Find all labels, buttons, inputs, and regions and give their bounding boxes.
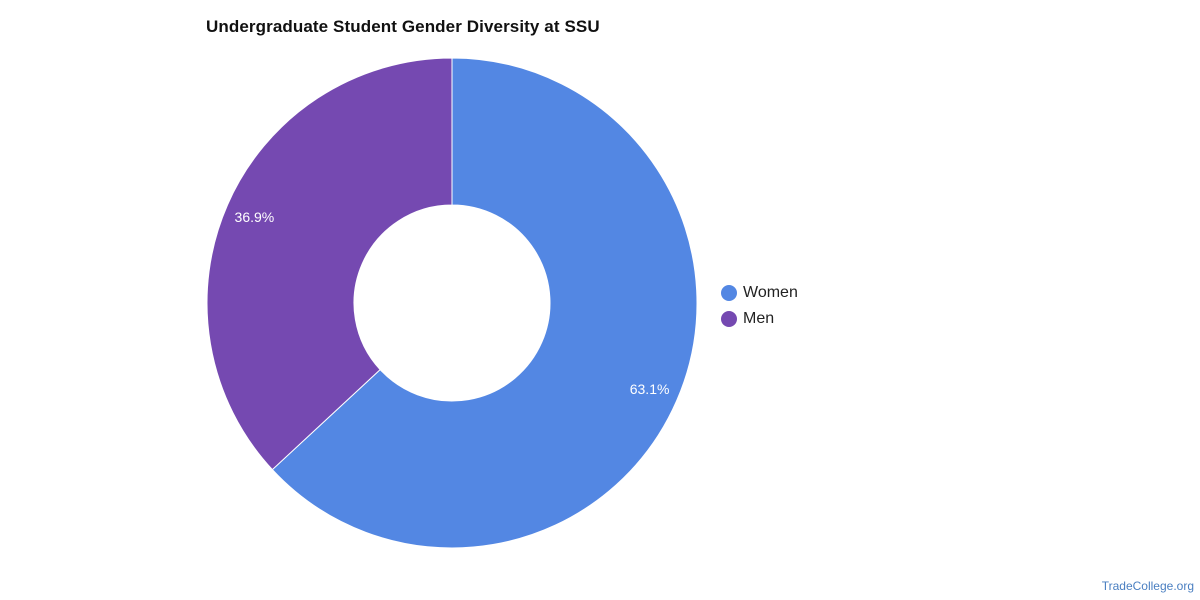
legend-swatch-women [721,285,737,301]
slices-group [206,57,698,549]
slice-label-women: 63.1% [630,381,670,397]
legend-label-men: Men [743,310,775,327]
legend-swatch-men [721,311,737,327]
chart-legend: Women Men [721,280,798,332]
legend-item-men[interactable]: Men [721,306,798,332]
slice-women[interactable] [271,57,698,549]
slice-men[interactable] [206,57,453,471]
legend-item-women[interactable]: Women [721,280,798,306]
slice-label-men: 36.9% [235,209,275,225]
slice-labels-group: 63.1% 36.9% [235,209,670,397]
chart-title: Undergraduate Student Gender Diversity a… [206,17,600,36]
source-link[interactable]: TradeCollege.org [1101,579,1194,593]
legend-label-women: Women [743,284,798,301]
